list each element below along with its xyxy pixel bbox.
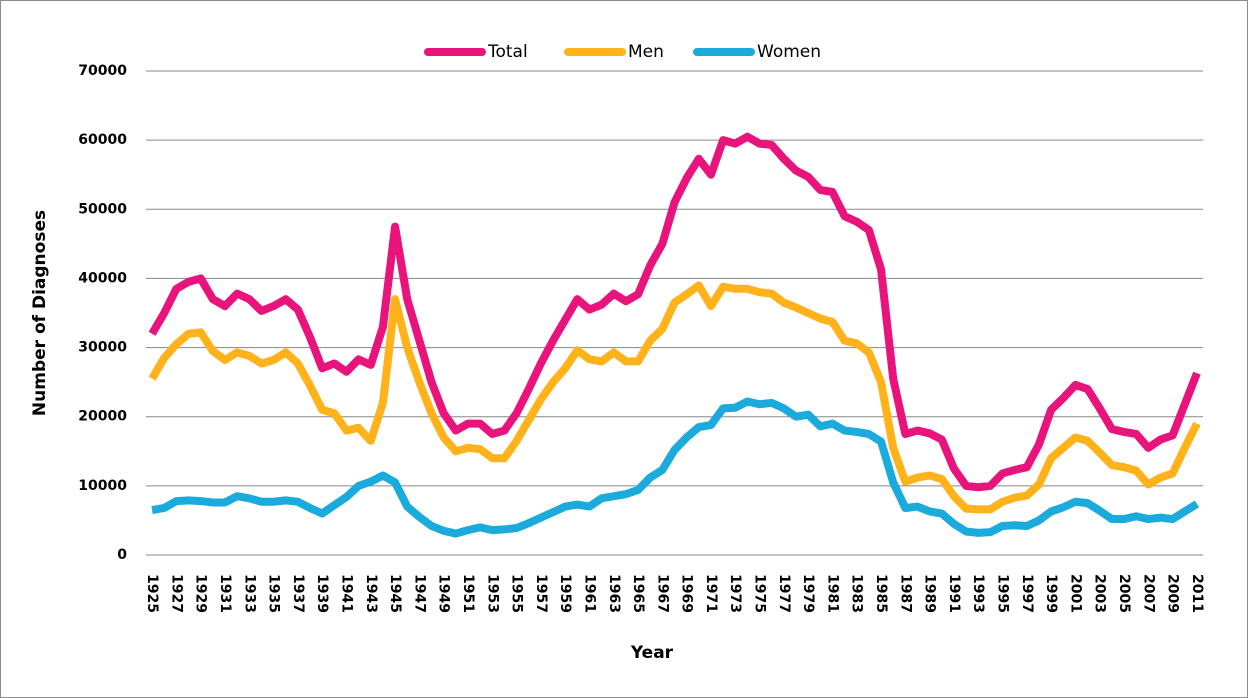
legend-label: Men (628, 42, 664, 62)
x-tick-label: 1991 (946, 574, 962, 613)
x-tick-label: 1993 (970, 574, 986, 613)
x-tick-label: 1995 (995, 574, 1011, 613)
x-tick-label: 1941 (338, 574, 354, 613)
x-tick-label: 1963 (606, 574, 622, 613)
x-tick-label: 1987 (897, 574, 913, 613)
x-tick-label: 1925 (144, 574, 160, 613)
x-tick-label: 2001 (1067, 574, 1083, 613)
x-tick-label: 1933 (241, 574, 257, 613)
x-tick-label: 1951 (460, 574, 476, 613)
y-tick-label: 20000 (78, 409, 127, 425)
x-tick-label: 1943 (363, 574, 379, 613)
x-tick-label: 1983 (849, 574, 865, 613)
y-tick-label: 60000 (78, 132, 127, 148)
x-tick-label: 1985 (873, 574, 889, 613)
x-tick-label: 1937 (290, 574, 306, 613)
y-tick-label: 0 (117, 547, 127, 563)
x-tick-label: 1945 (387, 574, 403, 613)
y-tick-label: 10000 (78, 478, 127, 494)
x-tick-label: 1989 (922, 574, 938, 613)
line-series (151, 397, 1200, 538)
x-tick-label: 1981 (824, 574, 840, 613)
x-tick-label: 2009 (1165, 574, 1181, 613)
x-axis-title: Year (630, 643, 674, 663)
x-tick-label: 1965 (630, 574, 646, 613)
legend-label: Women (757, 42, 821, 62)
x-tick-label: 1969 (679, 574, 695, 613)
x-tick-label: 1971 (703, 574, 719, 613)
x-tick-label: 1947 (411, 574, 427, 613)
x-tick-label: 1953 (484, 574, 500, 613)
x-tick-label: 1957 (533, 574, 549, 613)
x-tick-label: 1967 (654, 574, 670, 613)
x-tick-label: 1999 (1043, 574, 1059, 613)
x-tick-label: 2007 (1140, 574, 1156, 613)
x-tick-label: 1955 (509, 574, 525, 613)
y-tick-label: 40000 (78, 270, 127, 286)
x-tick-label: 1975 (752, 574, 768, 613)
y-axis-title: Number of Diagnoses (30, 210, 50, 416)
x-tick-label: 1977 (776, 574, 792, 613)
x-tick-label: 2011 (1189, 574, 1205, 613)
x-tick-label: 1997 (1019, 574, 1035, 613)
y-tick-label: 50000 (78, 201, 127, 217)
x-tick-label: 1931 (217, 574, 233, 613)
x-tick-label: 1959 (557, 574, 573, 613)
x-tick-label: 1939 (314, 574, 330, 613)
x-tick-label: 1961 (581, 574, 597, 613)
x-tick-label: 1973 (727, 574, 743, 613)
y-tick-label: 70000 (78, 63, 127, 79)
x-tick-label: 1929 (193, 574, 209, 613)
line-series (148, 281, 1201, 514)
x-tick-label: 2003 (1092, 574, 1108, 613)
x-tick-label: 1927 (168, 574, 184, 613)
line-series (148, 132, 1201, 492)
x-tick-label: 1949 (436, 574, 452, 613)
y-tick-label: 30000 (78, 340, 127, 356)
x-tick-label: 2005 (1116, 574, 1132, 613)
x-tick-label: 1979 (800, 574, 816, 613)
x-tick-label: 1935 (266, 574, 282, 613)
legend-label: Total (487, 42, 528, 62)
